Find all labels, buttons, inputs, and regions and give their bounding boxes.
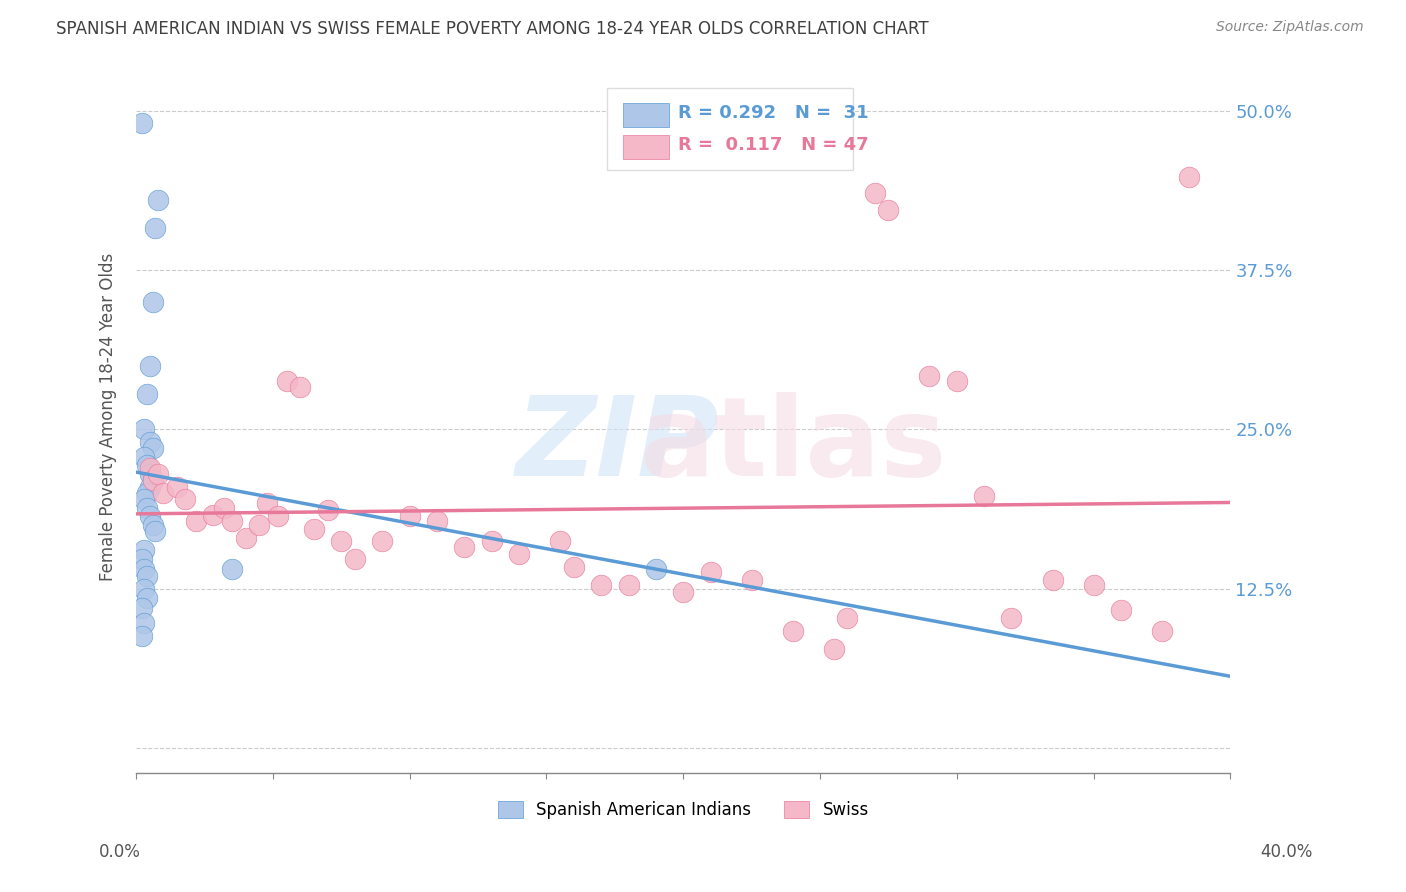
Point xyxy=(267,508,290,523)
Point xyxy=(1178,169,1201,184)
Point xyxy=(143,524,166,539)
Point xyxy=(617,578,640,592)
Point xyxy=(644,562,666,576)
Point xyxy=(134,562,156,576)
Point xyxy=(782,624,804,638)
Y-axis label: Female Poverty Among 18-24 Year Olds: Female Poverty Among 18-24 Year Olds xyxy=(100,252,117,581)
Point xyxy=(134,543,156,558)
Point xyxy=(290,380,312,394)
Point xyxy=(174,492,197,507)
Point xyxy=(134,450,156,465)
Point xyxy=(973,489,995,503)
Point xyxy=(1042,573,1064,587)
Point xyxy=(134,615,156,630)
Point xyxy=(302,522,325,536)
Point xyxy=(316,502,339,516)
Point xyxy=(426,514,449,528)
Point xyxy=(131,600,153,615)
Point xyxy=(141,473,163,487)
Point xyxy=(371,534,394,549)
Text: 0.0%: 0.0% xyxy=(98,843,141,861)
Point xyxy=(201,508,224,522)
Point xyxy=(152,486,174,500)
Point xyxy=(139,467,162,481)
Text: SPANISH AMERICAN INDIAN VS SWISS FEMALE POVERTY AMONG 18-24 YEAR OLDS CORRELATIO: SPANISH AMERICAN INDIAN VS SWISS FEMALE … xyxy=(56,20,929,37)
Text: atlas: atlas xyxy=(638,392,946,499)
Point xyxy=(146,467,169,481)
Point xyxy=(186,514,208,528)
Point xyxy=(946,374,969,388)
Point xyxy=(741,573,763,587)
Point xyxy=(256,496,278,510)
Point xyxy=(548,534,571,549)
Point xyxy=(139,480,162,494)
Point xyxy=(330,534,353,549)
Point xyxy=(276,374,298,388)
Point xyxy=(837,611,859,625)
Point xyxy=(343,552,366,566)
Point xyxy=(136,501,159,516)
Point xyxy=(221,562,243,576)
Point xyxy=(562,560,585,574)
Point xyxy=(141,517,163,532)
Point xyxy=(136,569,159,583)
Point xyxy=(1000,611,1022,625)
Point xyxy=(221,514,243,528)
Point xyxy=(141,294,163,309)
Point xyxy=(143,220,166,235)
Point xyxy=(131,552,153,566)
Point xyxy=(398,508,420,523)
Point xyxy=(134,492,156,507)
Point xyxy=(134,422,156,436)
Point xyxy=(699,565,721,579)
Point xyxy=(136,591,159,605)
Point xyxy=(146,193,169,207)
Point xyxy=(591,578,613,592)
Point xyxy=(877,202,900,217)
Point xyxy=(1150,624,1173,638)
Legend: Spanish American Indians, Swiss: Spanish American Indians, Swiss xyxy=(491,794,876,826)
Point xyxy=(131,116,153,130)
Point xyxy=(481,534,503,549)
Text: Source: ZipAtlas.com: Source: ZipAtlas.com xyxy=(1216,20,1364,34)
Text: ZIP: ZIP xyxy=(516,392,720,499)
Point xyxy=(247,517,270,532)
Point xyxy=(131,629,153,643)
Point xyxy=(863,186,886,201)
Point xyxy=(823,641,845,656)
Point xyxy=(139,359,162,373)
Point xyxy=(139,508,162,523)
Point xyxy=(134,582,156,596)
Point xyxy=(136,486,159,500)
Point xyxy=(139,460,162,475)
Text: 40.0%: 40.0% xyxy=(1260,843,1313,861)
Text: R = 0.292   N =  31: R = 0.292 N = 31 xyxy=(678,104,869,122)
Point xyxy=(139,435,162,450)
FancyBboxPatch shape xyxy=(606,88,853,170)
Point xyxy=(672,585,695,599)
Point xyxy=(235,531,257,545)
Text: R =  0.117   N = 47: R = 0.117 N = 47 xyxy=(678,136,869,153)
Point xyxy=(141,473,163,487)
FancyBboxPatch shape xyxy=(623,103,669,128)
Point xyxy=(136,458,159,472)
Point xyxy=(212,501,235,516)
Point xyxy=(508,547,530,561)
Point xyxy=(918,368,941,383)
Point xyxy=(1083,578,1105,592)
Point xyxy=(141,442,163,456)
Point xyxy=(136,386,159,401)
Point xyxy=(1109,603,1132,617)
FancyBboxPatch shape xyxy=(623,135,669,159)
Point xyxy=(453,540,475,554)
Point xyxy=(166,480,188,494)
